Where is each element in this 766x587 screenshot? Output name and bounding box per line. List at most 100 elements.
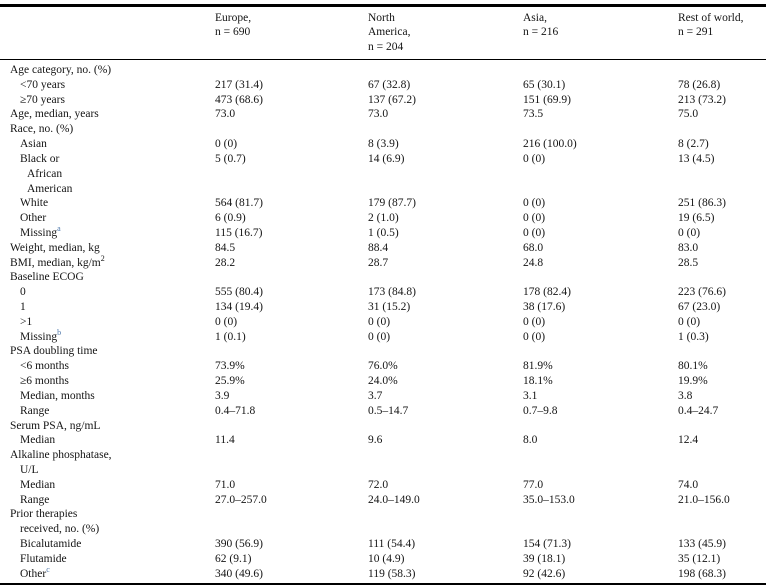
row-label: Range bbox=[20, 404, 50, 417]
cell-value: 3.7 bbox=[368, 389, 383, 402]
column-header: Asia, n = 216 bbox=[523, 11, 678, 57]
column-header-line: Rest of world, bbox=[678, 12, 744, 24]
row-label: Median bbox=[20, 434, 56, 447]
cell-value: 76.0% bbox=[368, 360, 398, 373]
cell-value: 137 (67.2) bbox=[368, 93, 416, 106]
row-label: Asian bbox=[20, 138, 47, 151]
cell-value: 133 (45.9) bbox=[678, 538, 726, 550]
cell-value bbox=[678, 122, 766, 137]
cell-value: 18.1% bbox=[523, 375, 553, 388]
footnote-marker[interactable]: a bbox=[57, 224, 61, 234]
cell-value bbox=[368, 419, 523, 434]
column-header-line: n = 690 bbox=[215, 26, 251, 39]
cell-value: 83.0 bbox=[678, 241, 699, 254]
row-label: Age category, no. (%) bbox=[10, 64, 112, 76]
table-row: Flutamide 62 (9.1) 10 (4.9) 39 (18.1) 35 (12… bbox=[0, 552, 766, 567]
row-label: Race, no. (%) bbox=[10, 123, 74, 136]
cell-value: 12.4 bbox=[678, 434, 699, 447]
table-row: Age category, no. (%) bbox=[0, 63, 766, 78]
cell-value: 178 (82.4) bbox=[523, 286, 571, 299]
table-row: Missinga 115 (16.7) 1 (0.5) 0 (0) 0 (0) bbox=[0, 224, 766, 241]
cell-value: 179 (87.7) bbox=[368, 197, 416, 210]
cell-value: 8 (3.9) bbox=[368, 138, 399, 151]
table-row: Bicalutamide 390 (56.9) 111 (54.4) 154 (71.… bbox=[0, 537, 766, 552]
cell-value: 213 (73.2) bbox=[678, 93, 726, 106]
cell-value: 251 (86.3) bbox=[678, 197, 726, 210]
cell-value bbox=[215, 270, 368, 285]
row-label: 0 bbox=[20, 286, 26, 299]
cell-value: 14 (6.9) bbox=[368, 152, 405, 165]
cell-value: 68.0 bbox=[523, 241, 544, 254]
cell-value bbox=[368, 63, 523, 78]
cell-value bbox=[523, 344, 678, 359]
cell-value: 6 (0.9) bbox=[215, 212, 246, 225]
table-row: >1 0 (0) 0 (0) 0 (0) 0 (0) bbox=[0, 315, 766, 330]
cell-value: 73.5 bbox=[523, 108, 544, 121]
cell-value: 2 (1.0) bbox=[368, 212, 399, 225]
cell-value: 31 (15.2) bbox=[368, 301, 411, 313]
table-row: <70 years 217 (31.4) 67 (32.8) 65 (30.1) 78 … bbox=[0, 78, 766, 93]
cell-value: 71.0 bbox=[215, 478, 236, 491]
cell-value: 0 (0) bbox=[523, 197, 546, 210]
row-label: Median, months bbox=[20, 389, 95, 402]
row-label: Baseline ECOG bbox=[10, 271, 84, 284]
row-label: BMI, median, kg/m2 bbox=[10, 253, 105, 269]
table-top-rule bbox=[0, 4, 766, 7]
table-bottom-rule-thick bbox=[0, 583, 766, 586]
cell-value: 0 (0) bbox=[368, 315, 391, 328]
column-header-line: North bbox=[368, 12, 395, 24]
cell-value: 0.5–14.7 bbox=[368, 404, 409, 417]
cell-value: 72.0 bbox=[368, 478, 389, 491]
table-row: BMI, median, kg/m2 28.2 28.7 24.8 28.5 bbox=[0, 253, 766, 271]
table-row: Otherc 340 (49.6) 119 (58.3) 92 (42.6) 198 (… bbox=[0, 564, 766, 582]
cell-value: 67 (32.8) bbox=[368, 78, 411, 91]
cell-value: 35.0–153.0 bbox=[523, 493, 575, 506]
cell-value bbox=[368, 507, 523, 537]
cell-value: 0.4–24.7 bbox=[678, 404, 719, 417]
cell-value: 27.0–257.0 bbox=[215, 493, 267, 506]
row-label-continuation: American bbox=[27, 182, 73, 195]
cell-value: 28.5 bbox=[678, 256, 699, 269]
table-row: 1 134 (19.4) 31 (15.2) 38 (17.6) 67 (23.0) bbox=[0, 300, 766, 315]
table-row: ≥6 months 25.9% 24.0% 18.1% 19.9% bbox=[0, 374, 766, 389]
cell-value: 8.0 bbox=[523, 434, 538, 447]
table-row: Median, months 3.9 3.7 3.1 3.8 bbox=[0, 389, 766, 404]
cell-value: 3.9 bbox=[215, 389, 230, 402]
cell-value: 84.5 bbox=[215, 241, 236, 254]
row-label: ≥6 months bbox=[20, 375, 69, 388]
table-row: Asian 0 (0) 8 (3.9) 216 (100.0) 8 (2.7) bbox=[0, 137, 766, 152]
table-row: <6 months 73.9% 76.0% 81.9% 80.1% bbox=[0, 359, 766, 374]
cell-value: 151 (69.9) bbox=[523, 93, 571, 106]
table-row: Prior therapies received, no. (%) bbox=[0, 507, 766, 537]
column-header-line: America, bbox=[368, 26, 411, 39]
table-row: ≥70 years 473 (68.6) 137 (67.2) 151 (69.9) 2… bbox=[0, 93, 766, 108]
cell-value: 0 (0) bbox=[678, 315, 701, 328]
cell-value: 35 (12.1) bbox=[678, 552, 721, 565]
row-label: Missinga bbox=[20, 224, 61, 239]
cell-value: 0 (0) bbox=[523, 315, 546, 328]
row-label-continuation: African bbox=[27, 167, 63, 180]
cell-value: 10 (4.9) bbox=[368, 552, 405, 565]
cell-value: 75.0 bbox=[678, 108, 699, 121]
row-label: Other bbox=[20, 212, 47, 225]
cell-value bbox=[678, 63, 766, 78]
cell-value bbox=[368, 344, 523, 359]
cell-value bbox=[523, 63, 678, 78]
cell-value: 111 (54.4) bbox=[368, 538, 416, 550]
column-header-line: n = 216 bbox=[523, 26, 559, 39]
table-row: Other 6 (0.9) 2 (1.0) 0 (0) 19 (6.5) bbox=[0, 211, 766, 226]
footnote-marker[interactable]: c bbox=[46, 564, 50, 574]
cell-value: 119 (58.3) bbox=[368, 567, 416, 580]
superscript: 2 bbox=[100, 253, 105, 263]
table-row: Serum PSA, ng/mL bbox=[0, 419, 766, 434]
row-label: Alkaline phosphatase, U/L bbox=[0, 448, 215, 478]
cell-value: 62 (9.1) bbox=[215, 552, 252, 565]
table-row: Range 0.4–71.8 0.5–14.7 0.7–9.8 0.4–24.7 bbox=[0, 404, 766, 419]
cell-value bbox=[523, 448, 678, 478]
footnote-marker[interactable]: b bbox=[57, 327, 62, 337]
cell-value: 78 (26.8) bbox=[678, 78, 721, 91]
table-row: White 564 (81.7) 179 (87.7) 0 (0) 251 (86.3) bbox=[0, 196, 766, 211]
cell-value bbox=[678, 448, 766, 478]
column-header: Europe, n = 690 bbox=[215, 11, 368, 57]
